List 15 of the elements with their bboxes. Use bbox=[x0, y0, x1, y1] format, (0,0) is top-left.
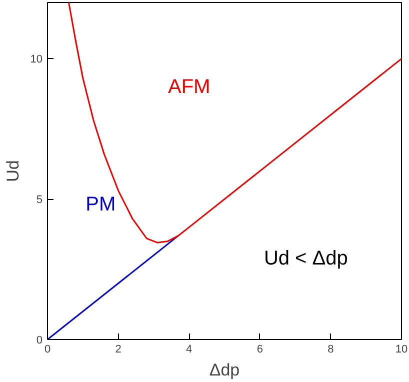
y-axis-title: Ud bbox=[3, 160, 22, 182]
x-tick-label: 0 bbox=[44, 344, 51, 356]
x-axis-title: Δdp bbox=[209, 360, 240, 380]
x-tick-label: 6 bbox=[256, 344, 263, 356]
y-tick-label: 10 bbox=[30, 54, 43, 66]
x-tick-label: 10 bbox=[395, 344, 408, 356]
annotation: PM bbox=[86, 194, 116, 216]
y-tick-label: 0 bbox=[36, 334, 43, 346]
annotation: Ud < Δdp bbox=[264, 248, 348, 270]
x-tick-label: 8 bbox=[328, 344, 334, 356]
x-tick-label: 4 bbox=[186, 344, 192, 356]
x-tick-label: 2 bbox=[115, 344, 122, 356]
y-tick-label: 5 bbox=[36, 194, 43, 206]
line-series bbox=[68, 2, 402, 244]
annotation: AFM bbox=[168, 76, 210, 98]
